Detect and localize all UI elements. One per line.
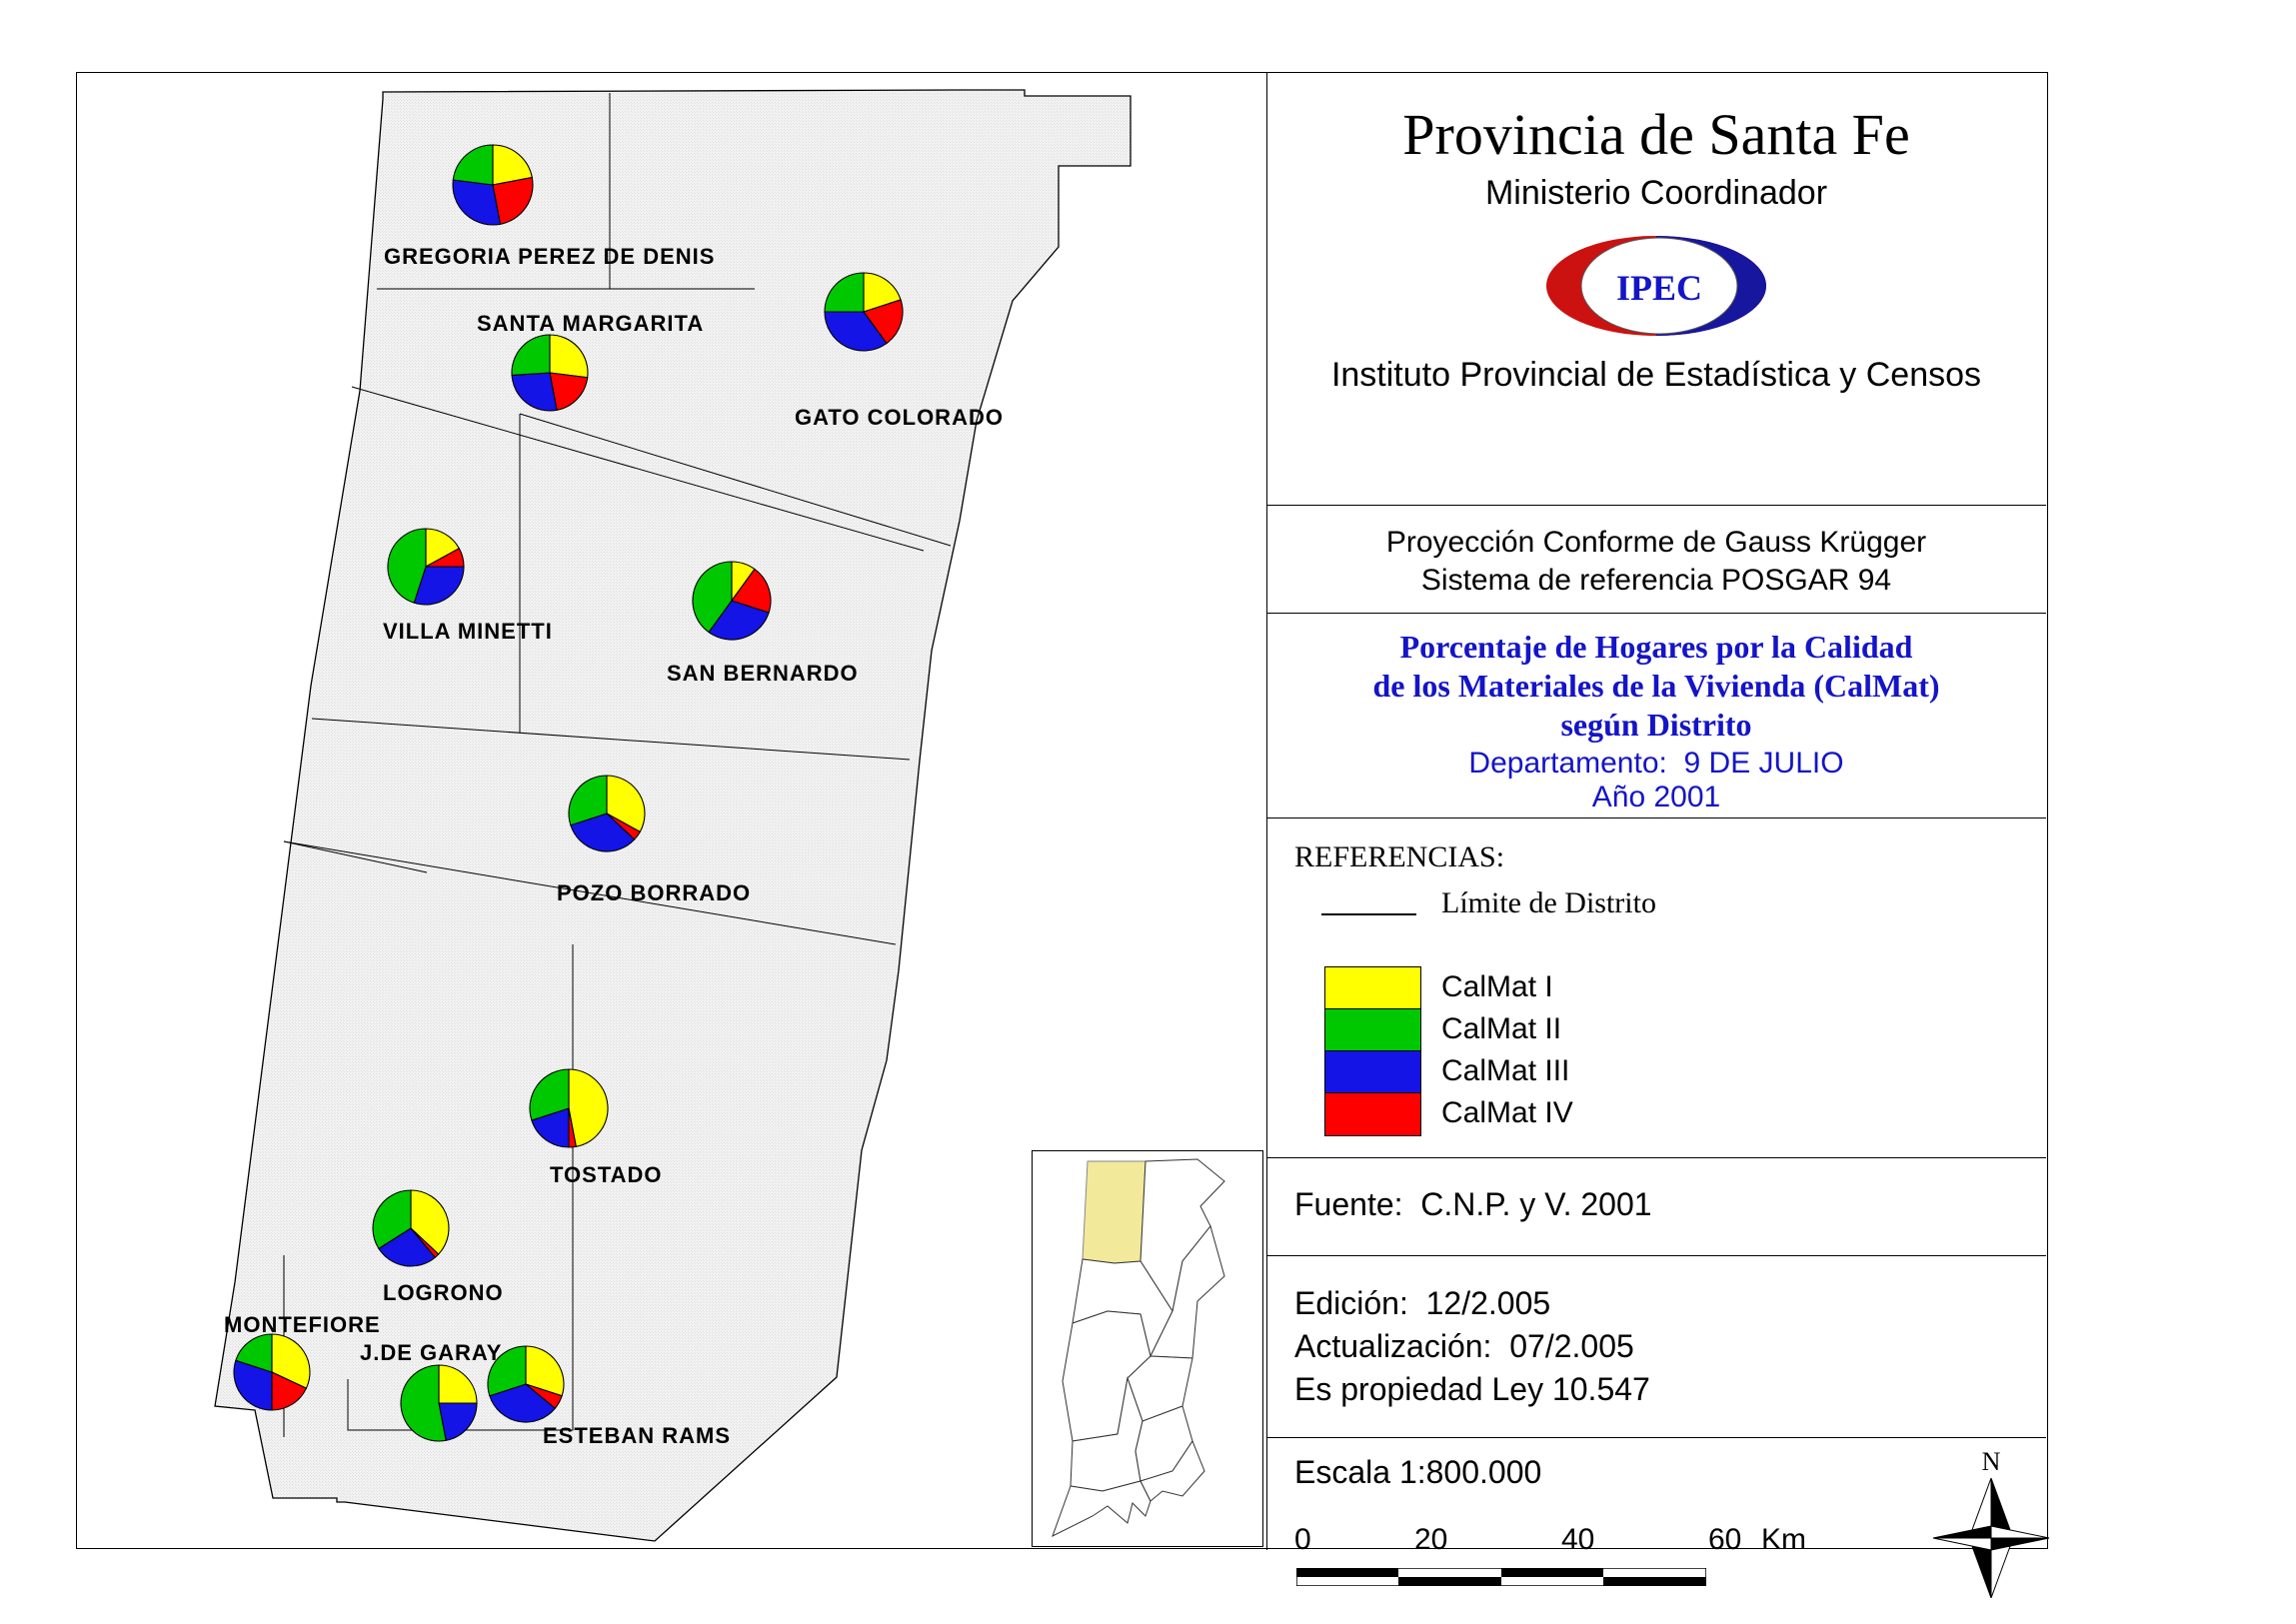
svg-text:N: N (1982, 1448, 2001, 1476)
svg-text:IPEC: IPEC (1616, 268, 1702, 308)
